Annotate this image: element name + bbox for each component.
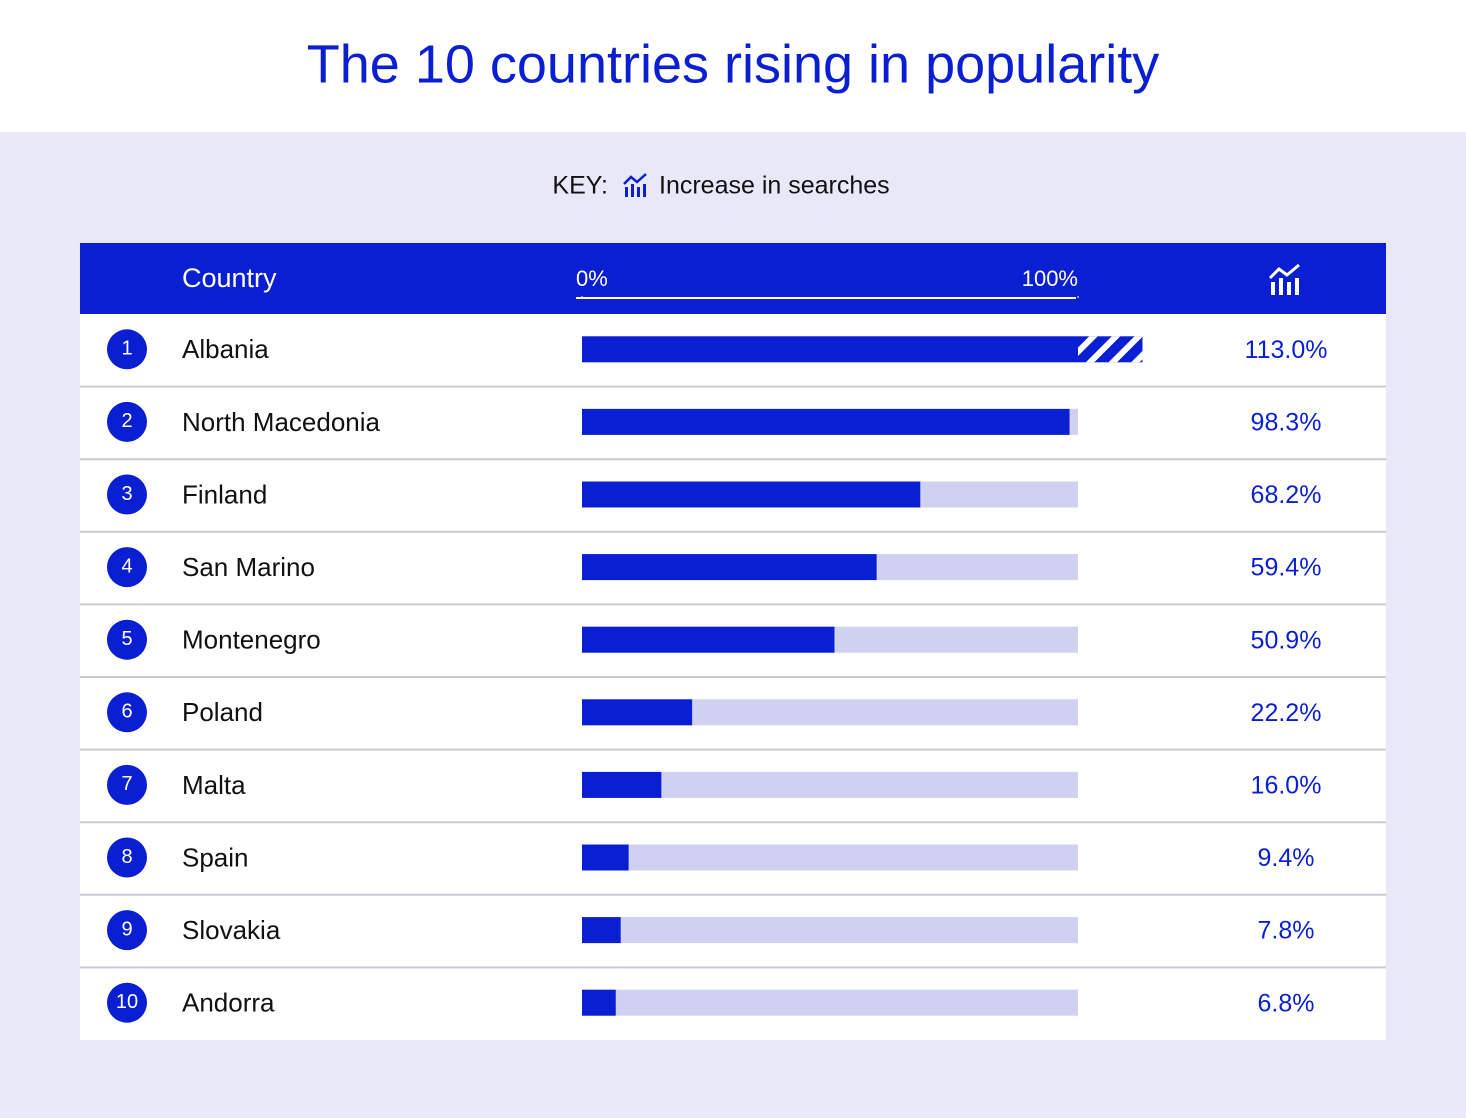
value-label: 50.9% [1251, 626, 1322, 654]
rank-badge [107, 910, 147, 951]
category-label: Montenegro [182, 625, 321, 655]
value-label: 9.4% [1258, 844, 1315, 872]
value-label: 98.3% [1251, 409, 1322, 437]
bar [582, 481, 921, 508]
rank-badge [107, 764, 147, 805]
column-header: Country [182, 263, 277, 293]
rank-label: 1 [121, 338, 132, 360]
bar [582, 408, 1070, 435]
rank-badge [107, 401, 147, 442]
category-label: North Macedonia [182, 407, 381, 437]
x-tick-label: 100% [1022, 266, 1078, 291]
key-icon [623, 173, 647, 197]
category-label: Finland [182, 479, 267, 509]
value-label: 7.8% [1258, 917, 1315, 945]
rank-label: 10 [116, 991, 138, 1013]
bar [582, 626, 835, 653]
bar [582, 844, 629, 871]
key-prefix: KEY: [552, 172, 608, 200]
category-label: San Marino [182, 552, 315, 582]
rank-label: 2 [121, 410, 132, 432]
category-label: Albania [182, 334, 269, 364]
rank-label: 3 [121, 483, 132, 505]
bar-track [582, 989, 1078, 1016]
category-label: Malta [182, 770, 246, 800]
value-label: 6.8% [1258, 989, 1315, 1017]
rank-label: 8 [121, 846, 132, 868]
value-label: 16.0% [1251, 772, 1322, 800]
bar [582, 336, 1143, 363]
rank-badge [107, 474, 147, 515]
rank-badge [107, 619, 147, 660]
bar-track [582, 771, 1078, 798]
value-label: 22.2% [1251, 699, 1322, 727]
bar-track [582, 844, 1078, 871]
rank-label: 4 [121, 555, 132, 577]
bar [582, 699, 693, 726]
rank-label: 9 [121, 918, 132, 940]
x-tick-label: 0% [576, 266, 608, 291]
category-label: Spain [182, 842, 249, 872]
rank-badge [107, 837, 147, 878]
category-label: Slovakia [182, 915, 281, 945]
bar [582, 989, 616, 1016]
rank-label: 6 [121, 701, 132, 723]
overflow-hatch [1078, 336, 1143, 363]
rank-badge [107, 692, 147, 733]
rank-label: 5 [121, 628, 132, 650]
bar-track [582, 917, 1078, 944]
value-label: 59.4% [1251, 554, 1322, 582]
bar [582, 771, 662, 798]
bar [582, 554, 877, 581]
value-label: 113.0% [1245, 336, 1328, 364]
table-header [80, 243, 1386, 314]
category-label: Poland [182, 697, 263, 727]
value-label: 68.2% [1251, 481, 1322, 509]
chart-title: The 10 countries rising in popularity [307, 34, 1159, 94]
key-label: Increase in searches [659, 172, 890, 200]
category-label: Andorra [182, 988, 275, 1018]
value-column-icon [1268, 263, 1300, 295]
rank-badge [107, 329, 147, 370]
title-band [0, 0, 1466, 132]
bar [582, 917, 621, 944]
rank-label: 7 [121, 773, 132, 795]
rank-badge [107, 547, 147, 588]
rank-badge [107, 982, 147, 1023]
